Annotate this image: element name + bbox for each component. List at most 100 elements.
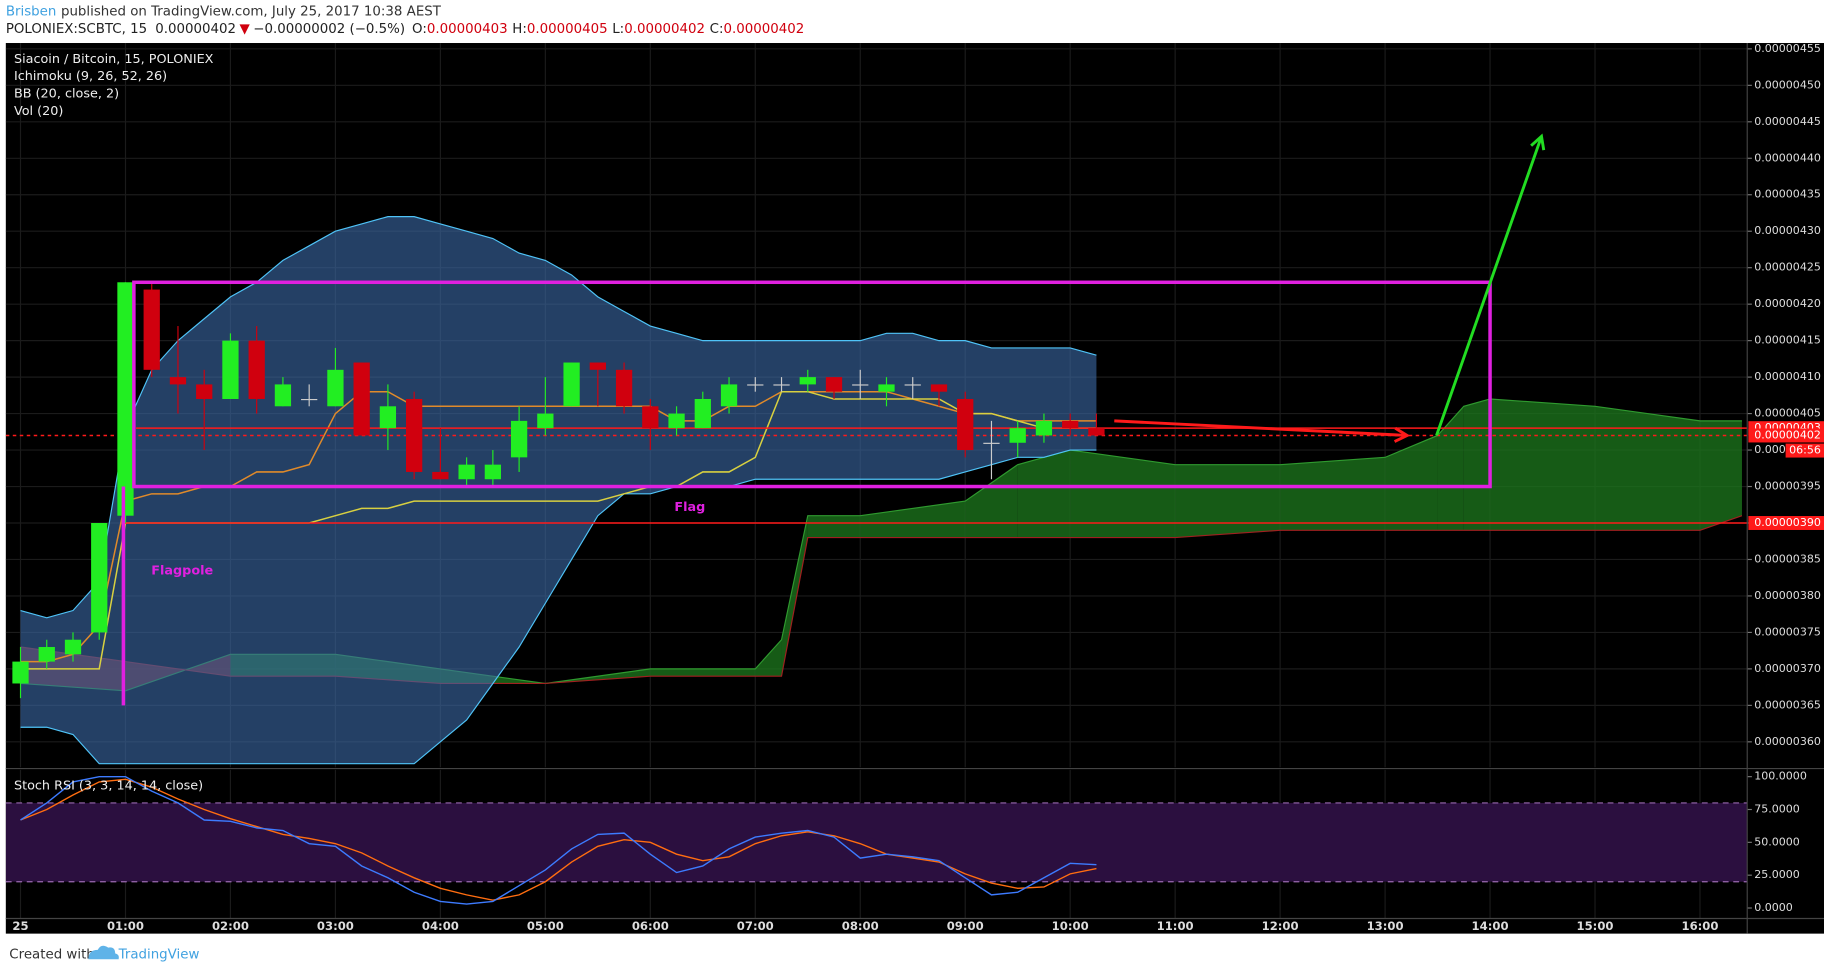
main-pane: Flag Flagpole <box>5 43 1748 768</box>
candle-body <box>852 384 869 386</box>
flag-label: Flag <box>674 500 705 515</box>
price-label-box <box>1748 428 1824 443</box>
candle-body <box>432 471 449 480</box>
cloud-segment <box>860 501 966 538</box>
y-tick-label: 0.00000365 <box>1754 698 1821 711</box>
countdown: 06:56 <box>1789 444 1821 457</box>
candle-body <box>537 413 554 429</box>
change: −0.00000002 (−0.5%) <box>253 22 405 37</box>
y-tick-label: 0.00000385 <box>1754 552 1821 565</box>
price-label: 0.00000390 <box>1754 516 1821 529</box>
candle-body <box>799 377 816 385</box>
x-tick-label: 02:00 <box>212 919 249 933</box>
arrow: ▼ <box>240 22 251 37</box>
candle-body <box>983 442 1000 444</box>
x-tick-label: 15:00 <box>1577 919 1614 933</box>
candle-body <box>274 384 292 407</box>
y-tick-label: 0.00000370 <box>1754 662 1821 675</box>
candle-body <box>563 362 580 407</box>
price-label-box <box>1748 516 1824 530</box>
x-tick-label: 10:00 <box>1052 919 1089 933</box>
cloud-segment <box>781 515 808 677</box>
arrow <box>1114 419 1408 437</box>
footer-created: Created with <box>9 948 94 963</box>
x-tick-label: 05:00 <box>527 919 564 933</box>
y-tick-label: 75.0000 <box>1754 802 1800 815</box>
candle-body <box>301 398 318 401</box>
candle-body <box>248 340 265 399</box>
x-tick-label: 14:00 <box>1472 919 1509 933</box>
ohlc-value: 0.00000403 <box>427 22 508 37</box>
y-tick-label: 0.00000425 <box>1754 261 1821 274</box>
cloud-segment <box>1699 420 1742 531</box>
y-tick-label: 100.0000 <box>1754 770 1807 783</box>
y-tick-label: 0.00000435 <box>1754 188 1821 201</box>
candle-body <box>904 384 921 386</box>
y-tick-label: 0.00000395 <box>1754 480 1821 493</box>
x-tick-label: 11:00 <box>1157 919 1194 933</box>
x-tick-label: 08:00 <box>842 919 879 933</box>
y-tick-label: 50.0000 <box>1754 835 1800 848</box>
x-tick-label: 16:00 <box>1682 919 1719 933</box>
y-tick-label: 0.00000420 <box>1754 297 1821 310</box>
cloud-segment <box>1385 435 1438 531</box>
candle-body <box>668 413 685 429</box>
bb-fill <box>20 216 1097 764</box>
candle-body <box>484 464 501 480</box>
ohlc-value: 0.00000405 <box>527 22 608 37</box>
indicator-label: BB (20, close, 2) <box>14 87 119 102</box>
candle-body <box>1009 428 1026 443</box>
x-tick-label: 12:00 <box>1262 919 1299 933</box>
y-tick-label: 0.00000360 <box>1754 735 1821 748</box>
author[interactable]: Brisben <box>6 5 57 20</box>
axes: 0.00000455 0.00000450 0.00000445 0.00000440… <box>12 42 1824 933</box>
candle-body <box>1062 420 1079 429</box>
ohlc-key: L: <box>612 22 624 37</box>
flag-box <box>132 280 1492 489</box>
candle-body <box>957 398 974 451</box>
publish-line: Brisben published on TradingView.com, Jul… <box>6 5 442 20</box>
candle-body <box>747 384 764 386</box>
arrow-head <box>1393 426 1411 443</box>
candle-body <box>615 369 633 407</box>
stoch-band <box>5 802 1748 882</box>
y-tick-label: 0.00000440 <box>1754 151 1821 164</box>
x-tick-label: 03:00 <box>317 919 354 933</box>
x-tick-label: 07:00 <box>737 919 774 933</box>
candle-body <box>878 384 895 392</box>
candle-body <box>117 282 134 516</box>
symbol-line: POLONIEX:SCBTC, 15 0.00000402 ▼ −0.00000002… <box>6 22 804 37</box>
x-tick-label: 01:00 <box>107 919 144 933</box>
candle-body <box>196 384 213 399</box>
published: published on TradingView.com, July 25, 2… <box>61 5 442 20</box>
x-tick-label: 06:00 <box>632 919 669 933</box>
arrow <box>1435 135 1543 436</box>
cloud-segment <box>1437 406 1464 531</box>
ohlc-key: H: <box>512 22 527 37</box>
candle-body <box>825 377 843 392</box>
chart-title: Siacoin / Bitcoin, 15, POLONIEX <box>14 52 214 67</box>
candle-body <box>458 464 475 480</box>
candle-body <box>930 384 948 392</box>
candle-body <box>38 647 55 662</box>
y-tick-label: 0.00000375 <box>1754 625 1821 638</box>
ohlc-key: O: <box>412 22 427 37</box>
x-tick-label: 13:00 <box>1367 919 1404 933</box>
countdown-box <box>1785 443 1824 458</box>
cloud-segment <box>1280 457 1386 531</box>
ohlc-value: 0.00000402 <box>624 22 705 37</box>
candle-body <box>143 289 160 370</box>
ohlc-value: 0.00000402 <box>723 22 804 37</box>
x-tick-label: 25 <box>12 919 28 933</box>
candle-body <box>694 398 711 429</box>
y-tick-label: 0.00000380 <box>1754 589 1821 602</box>
stoch-k <box>20 775 1097 905</box>
y-tick-label: 0.00000410 <box>1754 370 1821 383</box>
cloud-segment <box>965 464 1018 538</box>
footer-brand[interactable]: TradingView <box>118 948 200 963</box>
y-tick-label: 0.00000430 <box>1754 224 1821 237</box>
y-tick-label: 0.00000455 <box>1754 42 1821 55</box>
candle-body <box>64 639 82 655</box>
